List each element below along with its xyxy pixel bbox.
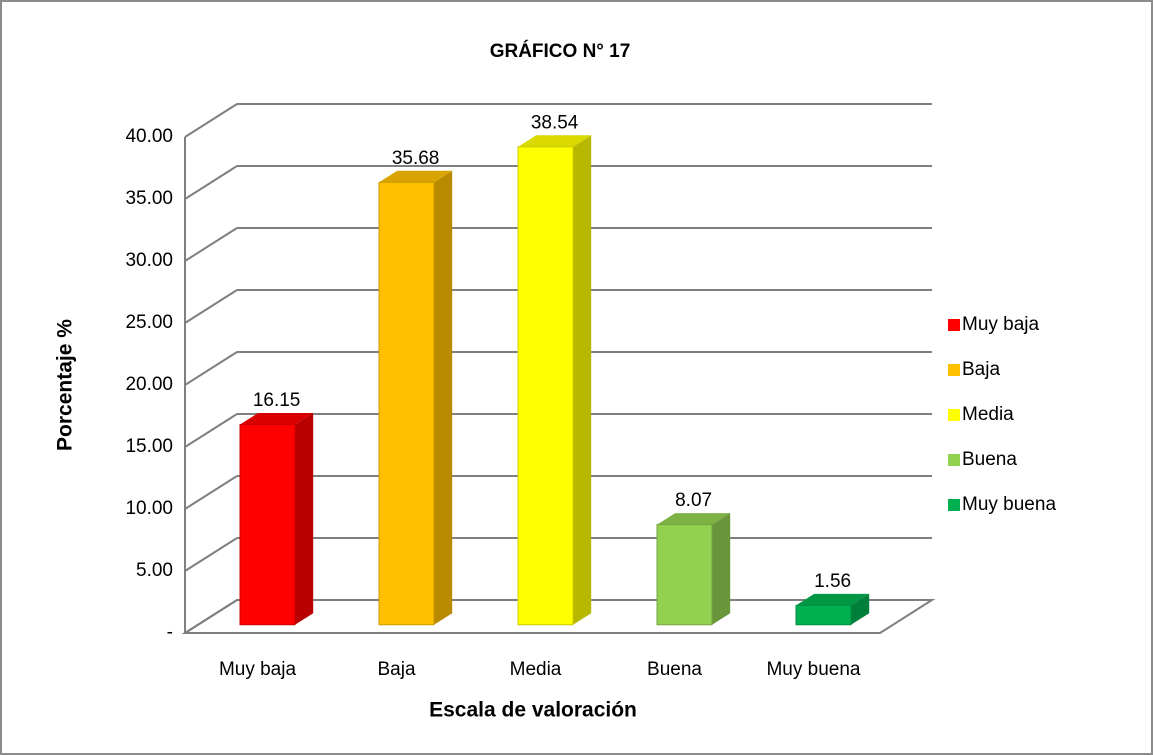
legend-label: Baja (962, 359, 1000, 380)
chart-title: GRÁFICO N° 17 (490, 40, 631, 62)
legend-swatch (948, 499, 960, 511)
grid-line (184, 103, 238, 138)
data-label: 8.07 (675, 490, 712, 511)
y-tick-label: 35.00 (125, 188, 173, 209)
grid-line (184, 599, 238, 634)
x-tick-label: Baja (377, 659, 415, 680)
legend-label: Muy buena (962, 494, 1056, 515)
bar-top (379, 170, 453, 183)
x-tick-label: Muy baja (219, 659, 297, 680)
grid-line (184, 289, 238, 324)
legend-swatch (948, 319, 960, 331)
legend-swatch (948, 364, 960, 376)
y-tick-label: 15.00 (125, 436, 173, 457)
bar (378, 181, 435, 626)
data-label: 16.15 (253, 390, 301, 411)
grid-line (184, 475, 238, 510)
grid-line (184, 413, 238, 448)
y-tick-label: 40.00 (125, 126, 173, 147)
legend-swatch (948, 454, 960, 466)
y-tick-label: 5.00 (136, 560, 173, 581)
y-tick-label: - (167, 622, 173, 643)
data-label: 35.68 (392, 148, 440, 169)
y-tick-label: 20.00 (125, 374, 173, 395)
x-tick-label: Muy buena (766, 659, 860, 680)
bar (656, 524, 713, 626)
legend-label: Buena (962, 449, 1017, 470)
y-axis-title: Porcentaje % (54, 319, 77, 451)
data-label: 38.54 (531, 112, 579, 133)
grid-line (184, 227, 238, 262)
legend-swatch (948, 409, 960, 421)
y-tick-label: 10.00 (125, 498, 173, 519)
bar-top (796, 593, 870, 606)
bar-top (518, 135, 592, 147)
bar-top (240, 412, 314, 425)
bar-top (657, 513, 731, 525)
legend-label: Media (962, 404, 1014, 425)
bar (795, 604, 852, 626)
grid-line (184, 351, 238, 386)
bar (517, 146, 574, 626)
bar-side (434, 170, 453, 625)
bar-side (712, 513, 731, 625)
bar (239, 423, 296, 626)
x-tick-label: Buena (647, 659, 702, 680)
data-label: 1.56 (814, 571, 851, 592)
y-tick-label: 25.00 (125, 312, 173, 333)
bar-side (851, 593, 870, 625)
grid-line (184, 537, 238, 572)
grid-line (184, 165, 238, 200)
legend-label: Muy baja (962, 314, 1040, 335)
x-tick-label: Media (510, 659, 562, 680)
y-tick-label: 30.00 (125, 250, 173, 271)
bar-side (295, 412, 314, 625)
x-axis-title: Escala de valoración (429, 699, 637, 722)
bar-side (573, 135, 592, 625)
